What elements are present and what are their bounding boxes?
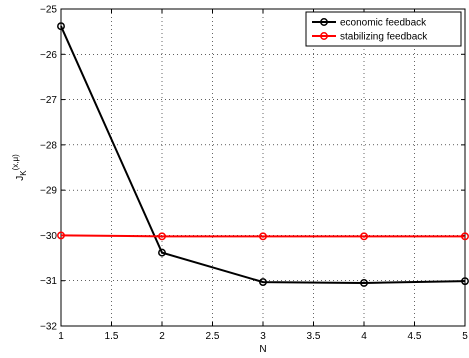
x-tick-label: 4 (361, 331, 367, 342)
data-point (259, 232, 267, 241)
data-point (158, 232, 166, 241)
legend-item: economic feedback (312, 18, 427, 29)
data-point (57, 231, 65, 240)
y-axis-label: JK(x,μ) (11, 154, 28, 181)
legend-box (305, 11, 462, 47)
series-stabilizing-feedback (57, 231, 469, 241)
y-axis-label-main: J (15, 176, 26, 181)
legend-swatch-marker (320, 18, 328, 26)
x-tick-label: 4.5 (408, 331, 422, 342)
y-tick-label: −27 (40, 95, 57, 106)
y-tick-label: −30 (40, 231, 57, 242)
y-tick-label: −26 (40, 50, 57, 61)
x-tick-label: 2.5 (206, 331, 220, 342)
x-tick-label: 5 (462, 331, 468, 342)
data-point (360, 232, 368, 241)
data-point (57, 22, 65, 31)
x-tick-label: 2 (159, 331, 165, 342)
y-tick-label: −28 (40, 140, 57, 151)
x-tick-label: 1.5 (105, 331, 119, 342)
x-tick-label: 3.5 (307, 331, 321, 342)
series-group (57, 22, 469, 287)
series-line (60, 234, 465, 238)
data-point (259, 278, 267, 287)
y-tick-label: −31 (40, 276, 57, 287)
legend-item: stabilizing feedback (312, 32, 428, 43)
legend: economic feedback stabilizing feedback (305, 11, 462, 47)
axis-ticks: 1 1.5 2 2.5 3 3.5 4 4.5 5 −32 −31 −30 −29 −28 −27 −26 −2… (40, 5, 468, 343)
x-axis-label: N (259, 344, 266, 355)
legend-swatch-marker (320, 32, 328, 40)
data-point (360, 279, 368, 287)
y-axis-label-subscript: K (19, 170, 28, 176)
data-point (461, 277, 469, 286)
y-tick-label: −25 (40, 5, 57, 16)
data-point (461, 232, 469, 241)
legend-label: stabilizing feedback (340, 32, 428, 43)
x-tick-label: 1 (58, 331, 64, 342)
series-economic-feedback (57, 22, 469, 287)
y-axis-label-superscript: (x,μ) (11, 154, 20, 170)
legend-label: economic feedback (340, 18, 427, 29)
y-tick-label: −32 (40, 322, 57, 333)
y-tick-label: −29 (40, 186, 57, 197)
data-point (158, 248, 166, 257)
series-line (60, 25, 466, 284)
x-tick-label: 3 (260, 331, 266, 342)
